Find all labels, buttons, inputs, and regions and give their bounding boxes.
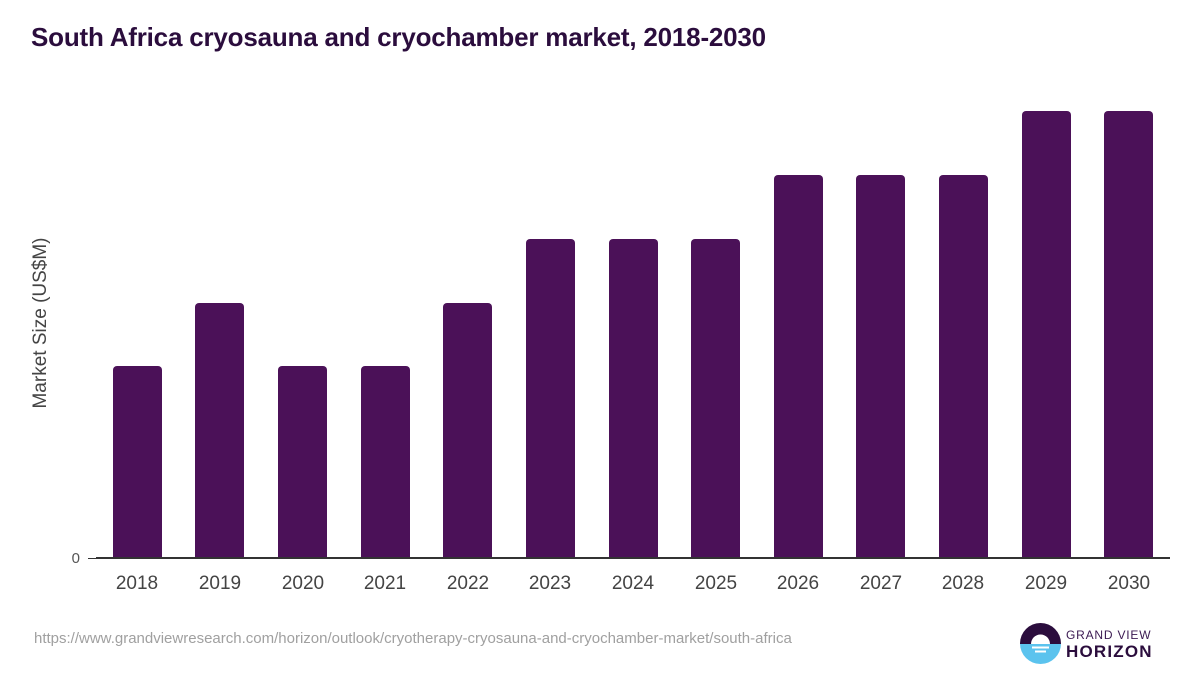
logo-text-horizon: HORIZON [1066, 642, 1153, 661]
logo-text-grand-view: GRAND VIEW [1066, 628, 1152, 642]
bar-2019 [195, 303, 244, 558]
x-tick-2020: 2020 [281, 573, 325, 594]
x-tick-2021: 2021 [363, 573, 407, 594]
bar-2030 [1104, 111, 1153, 558]
bar-2029 [1022, 111, 1071, 558]
bar-2021 [361, 366, 410, 558]
x-tick-2023: 2023 [528, 573, 572, 594]
grand-view-horizon-logo: GRAND VIEW HORIZON [1020, 623, 1200, 665]
y-tick-mark [88, 558, 96, 559]
bar-2026 [774, 175, 823, 558]
bar-2022 [443, 303, 492, 558]
chart-title: South Africa cryosauna and cryochamber m… [31, 22, 766, 52]
y-axis-label: Market Size (US$M) [30, 237, 51, 409]
plot-area [96, 80, 1170, 558]
x-tick-2019: 2019 [198, 573, 242, 594]
y-tick-zero: 0 [71, 550, 80, 567]
x-tick-2027: 2027 [859, 573, 903, 594]
bar-2023 [526, 239, 575, 558]
x-tick-2028: 2028 [941, 573, 985, 594]
bar-2027 [856, 175, 905, 558]
x-tick-2024: 2024 [611, 573, 655, 594]
bar-2024 [609, 239, 658, 558]
x-tick-2018: 2018 [115, 573, 159, 594]
bar-2020 [278, 366, 327, 558]
x-tick-2026: 2026 [776, 573, 820, 594]
x-tick-2022: 2022 [446, 573, 490, 594]
x-tick-2029: 2029 [1024, 573, 1068, 594]
horizon-logo-icon [1020, 623, 1061, 664]
source-url[interactable]: https://www.grandviewresearch.com/horizo… [34, 630, 792, 647]
x-axis-line [96, 557, 1170, 559]
bar-2028 [939, 175, 988, 558]
bar-2018 [113, 366, 162, 558]
x-tick-2030: 2030 [1107, 573, 1151, 594]
bar-2025 [691, 239, 740, 558]
x-tick-2025: 2025 [694, 573, 738, 594]
